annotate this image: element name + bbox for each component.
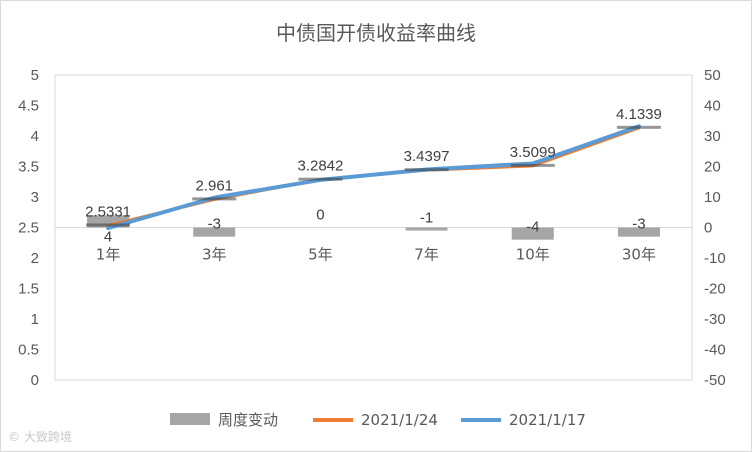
category-label: 3年 (202, 246, 227, 264)
line-data-label: 3.4397 (404, 148, 450, 165)
category-label: 1年 (96, 246, 121, 264)
line-data-label: 3.2842 (297, 158, 343, 175)
line-data-label: 2.961 (195, 177, 233, 194)
left-axis-tick-label: 0 (31, 372, 39, 389)
left-axis-tick-label: 5 (31, 67, 39, 84)
watermark-text: 大致跨境 (23, 430, 72, 444)
line-label-marker (616, 125, 661, 129)
right-axis-tick-label: -40 (704, 342, 726, 359)
legend-swatch-bar (170, 413, 210, 425)
left-axis-tick-label: 1.5 (18, 281, 39, 298)
left-axis-tick-label: 4 (31, 128, 39, 145)
right-axis-tick-label: -30 (704, 311, 726, 328)
right-axis-tick-label: 0 (704, 220, 712, 237)
line-label-marker (404, 168, 449, 172)
line-data-label: 2.5331 (85, 203, 131, 220)
bar-data-label: -3 (632, 216, 645, 233)
right-axis-tick-label: -20 (704, 281, 726, 298)
series-line (106, 124, 641, 231)
category-label: 5年 (308, 246, 333, 264)
bar-weekly-change (511, 227, 554, 240)
bar-data-label: 0 (316, 207, 324, 224)
bar-weekly-change (193, 227, 236, 237)
line-label-marker (192, 197, 237, 201)
line-label-marker (298, 177, 343, 181)
bar-data-label: -1 (420, 210, 433, 227)
category-label: 7年 (414, 246, 439, 264)
right-axis-tick-label: 20 (704, 159, 721, 176)
legend-label-bar: 周度变动 (218, 411, 278, 429)
right-axis-tick-label: -50 (704, 372, 726, 389)
bar-data-label: -4 (526, 219, 539, 236)
line-data-label: 3.5099 (510, 144, 556, 161)
bar-weekly-change (405, 227, 448, 231)
left-axis-tick-label: 1 (31, 311, 39, 328)
right-axis-tick-label: 30 (704, 128, 721, 145)
category-label: 10年 (516, 246, 550, 264)
line-label-marker (86, 223, 131, 227)
legend-label-line: 2021/1/24 (361, 411, 438, 429)
left-axis-tick-label: 3.5 (18, 159, 39, 176)
left-axis-tick-label: 4.5 (18, 98, 39, 115)
bar-weekly-change (617, 227, 660, 237)
left-axis-tick-label: 0.5 (18, 342, 39, 359)
line-data-label: 4.1339 (616, 106, 662, 123)
right-axis-tick-label: -10 (704, 250, 726, 267)
legend-label-line: 2021/1/17 (509, 411, 586, 429)
right-axis-tick-label: 40 (704, 98, 721, 115)
chart-title: 中债国开债收益率曲线 (276, 21, 476, 45)
right-axis-tick-label: 10 (704, 189, 721, 206)
left-axis-tick-label: 3 (31, 189, 39, 206)
left-axis-tick-label: 2.5 (18, 220, 39, 237)
left-axis-tick-label: 2 (31, 250, 39, 267)
right-axis-tick-label: 50 (704, 67, 721, 84)
line-label-marker (510, 163, 555, 167)
bar-data-label: 4 (104, 229, 112, 246)
category-label: 30年 (622, 246, 656, 264)
watermark: © 大致跨境 (8, 428, 72, 445)
watermark-icon: © (8, 430, 20, 444)
bar-data-label: -3 (208, 216, 221, 233)
